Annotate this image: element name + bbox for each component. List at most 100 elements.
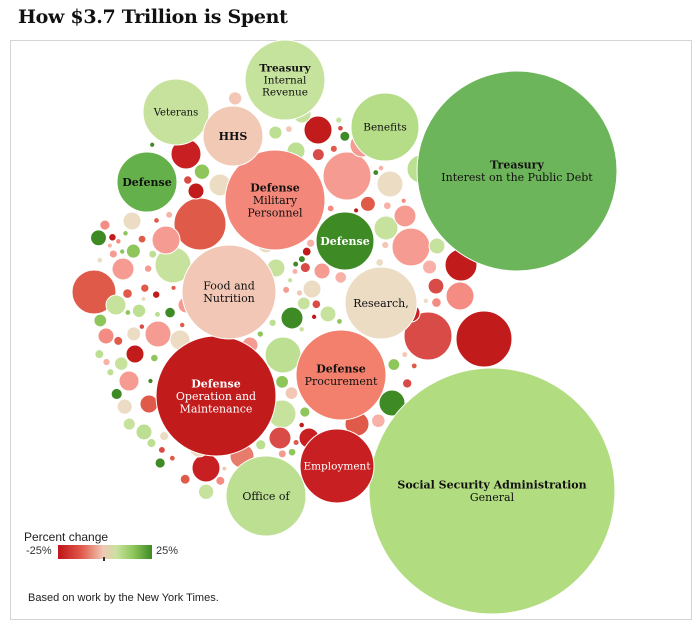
bubble bbox=[111, 257, 135, 281]
bubble-small bbox=[401, 351, 409, 359]
bubble-hhs bbox=[202, 105, 264, 167]
bubble-small bbox=[110, 387, 123, 401]
bubble bbox=[118, 370, 140, 392]
bubble-small bbox=[93, 313, 108, 328]
bubble-small bbox=[227, 91, 243, 106]
bubble bbox=[135, 423, 153, 441]
bubble bbox=[313, 262, 331, 280]
bubble bbox=[322, 151, 372, 201]
bubble bbox=[428, 237, 446, 255]
bubble-small bbox=[291, 267, 299, 275]
bubble-label-treasury-debt-agency: Treasury bbox=[490, 159, 544, 172]
bubble-small bbox=[106, 242, 113, 249]
bubble-research bbox=[344, 266, 418, 340]
bubble-label-defense-personnel-agency: Defense bbox=[250, 181, 299, 194]
bubble-small bbox=[329, 144, 338, 153]
chart-title: How $3.7 Trillion is Spent bbox=[18, 6, 288, 28]
bubble-small bbox=[159, 431, 170, 442]
bubble bbox=[319, 305, 337, 323]
bubble-small bbox=[140, 295, 147, 303]
bubble-small bbox=[310, 313, 318, 320]
bubble-small bbox=[168, 454, 176, 462]
bubble-label-defense-green-agency: Defense bbox=[320, 235, 369, 248]
bubble bbox=[71, 269, 117, 315]
bubble bbox=[191, 453, 221, 483]
bubble-small bbox=[116, 398, 133, 415]
bubble bbox=[373, 215, 399, 241]
bubble-treasury-debt bbox=[416, 70, 618, 272]
bubble-small bbox=[335, 116, 343, 124]
bubble-small bbox=[126, 326, 142, 342]
bubble-label-office-account: Office of bbox=[242, 490, 290, 503]
bubble-defense-small bbox=[116, 151, 178, 213]
bubble bbox=[139, 394, 159, 414]
bubble-small bbox=[298, 421, 305, 429]
bubble bbox=[151, 225, 181, 255]
bubble-small bbox=[311, 299, 322, 310]
bubble-small bbox=[215, 475, 226, 486]
bubble-small bbox=[94, 349, 105, 360]
bubble-label-defense-procurement-agency: Defense bbox=[316, 363, 365, 376]
bubble-label-treasury-irs-agency: Treasury bbox=[259, 63, 311, 75]
bubble-small bbox=[157, 446, 166, 454]
bubble-small bbox=[197, 483, 215, 500]
bubble bbox=[187, 182, 205, 200]
bubble-small bbox=[275, 374, 290, 389]
bubble-label-defense-procurement-account: Procurement bbox=[305, 375, 378, 388]
legend-color-bar bbox=[58, 545, 152, 559]
bubble-small bbox=[410, 362, 418, 370]
bubble-small bbox=[131, 303, 147, 318]
bubble-small bbox=[277, 449, 287, 459]
bubble-small bbox=[96, 256, 104, 264]
bubble-small bbox=[146, 438, 157, 449]
bubble bbox=[445, 281, 475, 311]
bubble bbox=[105, 294, 127, 316]
bubble-small bbox=[353, 207, 360, 214]
bubble-label-defense-personnel-account: Personnel bbox=[247, 206, 303, 219]
bubble-small bbox=[143, 264, 153, 273]
bubble-small bbox=[106, 368, 115, 377]
bubble-small bbox=[402, 378, 413, 389]
bubble-small bbox=[124, 309, 132, 316]
bubble-small bbox=[287, 447, 297, 457]
bubble bbox=[122, 211, 142, 231]
bubble bbox=[393, 204, 417, 228]
legend-max-label: 25% bbox=[156, 545, 179, 557]
bubble-small bbox=[292, 439, 300, 447]
bubble-small bbox=[99, 219, 111, 231]
bubble bbox=[391, 227, 431, 267]
bubble-small bbox=[193, 163, 211, 180]
bubble-small bbox=[170, 284, 177, 291]
bubble-small bbox=[339, 130, 351, 142]
bubble-small bbox=[336, 318, 343, 325]
bubble-small bbox=[359, 195, 376, 212]
bubble-label-ssa-agency: Social Security Administration bbox=[397, 479, 586, 492]
bubble-small bbox=[122, 230, 129, 237]
bubble-small bbox=[372, 169, 380, 176]
footnote: Based on work by the New York Times. bbox=[28, 592, 219, 604]
bubble-small bbox=[326, 204, 335, 213]
bubble-defense-procurement bbox=[295, 329, 387, 421]
bubble-small bbox=[122, 288, 133, 299]
bubble-small bbox=[381, 240, 390, 250]
bubble-label-hhs-agency: HHS bbox=[219, 130, 248, 143]
bubble-small bbox=[140, 283, 150, 293]
bubble-label-defense-om-account: Maintenance bbox=[180, 402, 253, 415]
bubble bbox=[302, 279, 322, 299]
bubble-small bbox=[150, 353, 159, 363]
bubble-label-food-account: Food and bbox=[203, 280, 255, 293]
bubble-small bbox=[147, 377, 154, 385]
bubble-small bbox=[427, 277, 445, 295]
bubble bbox=[173, 197, 227, 251]
legend-title: Percent change bbox=[24, 530, 109, 544]
bubble-label-defense-om-account: Operation and bbox=[176, 390, 256, 403]
bubble bbox=[303, 115, 333, 145]
bubble-small bbox=[295, 289, 304, 297]
bubble-label-ssa-account: General bbox=[470, 491, 515, 504]
bubble-small bbox=[371, 413, 386, 429]
bubble-small bbox=[102, 357, 111, 367]
bubble-small bbox=[292, 260, 300, 268]
bubble bbox=[144, 320, 172, 348]
bubble-small bbox=[151, 290, 161, 299]
